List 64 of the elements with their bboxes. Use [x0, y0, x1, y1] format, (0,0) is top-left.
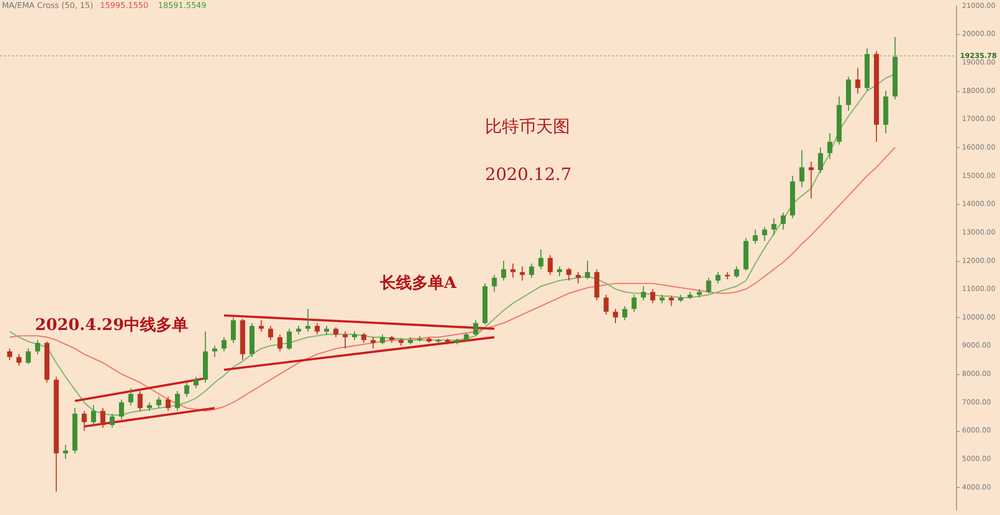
candlestick: [734, 266, 740, 278]
annotation: 长线多单A: [379, 273, 457, 292]
candlestick: [26, 348, 31, 365]
text: 比特币天图: [485, 117, 570, 137]
candlestick: [780, 212, 786, 230]
annotation: 2020.4.29中线多单: [35, 315, 188, 334]
candlestick: [128, 388, 134, 406]
candlestick: [91, 404, 96, 426]
candlestick: [194, 376, 199, 389]
text: 2020.12.7: [485, 165, 572, 185]
candlestick: [212, 345, 218, 358]
candlestick: [799, 150, 804, 188]
candlestick: [174, 390, 180, 412]
candlestick: [622, 306, 628, 321]
candlestick: [277, 334, 282, 352]
candlestick: [473, 320, 478, 336]
candlestick: [361, 332, 366, 344]
candlestick: [668, 296, 674, 307]
candlestick: [762, 226, 768, 242]
annotation: 15995.1550: [100, 1, 148, 10]
annotation: 18591.5549: [158, 1, 206, 10]
candlestick: [184, 382, 190, 398]
candlestick: [380, 334, 385, 345]
candlestick: [166, 396, 171, 412]
candlestick: [286, 328, 292, 350]
candlestick: [63, 444, 68, 460]
candlestick: [82, 410, 87, 432]
candlestick: [7, 348, 12, 360]
candlestick: [538, 248, 544, 270]
candlestick: [548, 254, 553, 276]
candlestick: [650, 288, 656, 304]
candlestick: [230, 316, 236, 344]
candlestick: [501, 260, 506, 282]
candlestick: [492, 274, 497, 292]
candlestick: [529, 263, 534, 278]
candlestick: [16, 354, 22, 366]
candlestick: [771, 218, 776, 236]
candlestick: [156, 396, 162, 409]
candlestick: [314, 322, 320, 335]
candlestick: [100, 408, 106, 428]
candlestick: [222, 336, 227, 352]
candlestick: [333, 326, 338, 338]
line-series: [9, 146, 896, 412]
candlestick: [827, 132, 832, 160]
candlestick: [715, 272, 720, 284]
candlestick: [752, 229, 758, 244]
candlestick: [119, 399, 124, 420]
candlestick: [640, 286, 646, 301]
candlestick: [632, 294, 637, 312]
candlestick: [566, 267, 572, 282]
candlestick: [612, 308, 618, 324]
candlestick: [110, 413, 115, 428]
candlestick: [706, 277, 712, 294]
candlestick: [370, 336, 376, 350]
candlestick: [138, 390, 143, 412]
candlestick: [585, 260, 590, 280]
candlestick: [855, 68, 860, 94]
candlestick: [268, 325, 274, 341]
candlestick: [818, 146, 824, 174]
candlestick: [520, 266, 525, 282]
candlestick: [604, 294, 609, 316]
candlestick: [576, 272, 581, 284]
candlestick: [35, 340, 40, 355]
annotation: MA/EMA Cross (50, 15): [2, 1, 94, 10]
